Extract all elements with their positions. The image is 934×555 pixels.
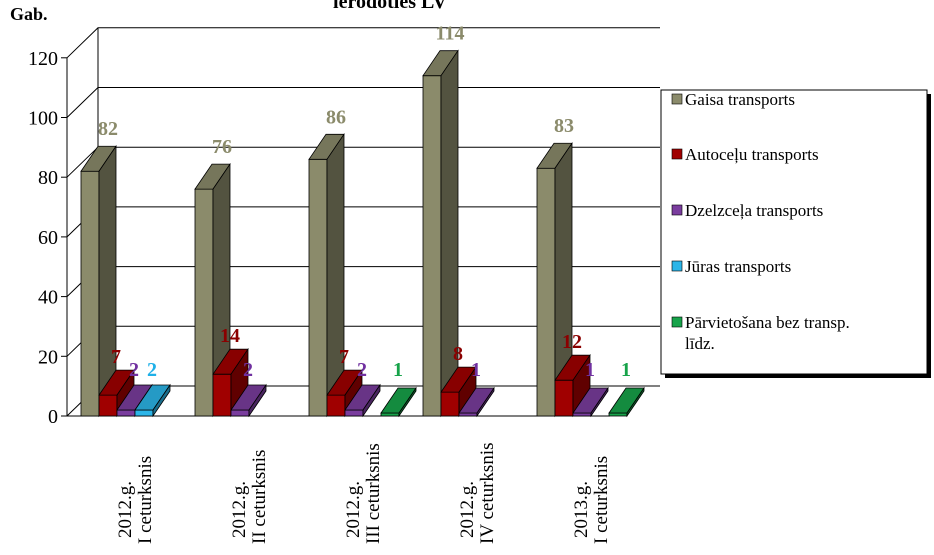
value-label: 1 <box>393 359 403 381</box>
y-tick-label: 100 <box>28 108 58 130</box>
bar <box>194 162 231 418</box>
bar <box>80 144 117 418</box>
value-label: 1 <box>621 359 631 381</box>
chart-title: ierodoties LV <box>333 0 447 13</box>
x-tick-label: 2012.g.III ceturksnis <box>343 443 384 544</box>
gridline <box>66 87 660 118</box>
bar <box>554 353 591 418</box>
x-tick-label: 2012.g.I ceturksnis <box>115 456 156 544</box>
x-tick-label: 2012.g.IV ceturksnis <box>457 443 498 545</box>
value-label: 7 <box>111 346 121 368</box>
value-label: 1 <box>585 359 595 381</box>
legend-swatch <box>671 93 683 105</box>
legend-label: Gaisa transports <box>685 90 795 109</box>
value-label: 114 <box>436 23 465 45</box>
bar <box>230 383 267 418</box>
legend-label: Jūras transports <box>685 257 791 276</box>
value-label: 83 <box>554 115 574 137</box>
y-axis-label: Gab. <box>10 4 48 24</box>
bar <box>422 49 459 418</box>
x-tick-label: 2012.g.II ceturksnis <box>229 450 270 544</box>
value-label: 2 <box>357 359 367 381</box>
legend: Gaisa transports Autoceļu transports Dzelz… <box>660 89 931 378</box>
value-label: 1 <box>471 359 481 381</box>
bar <box>380 386 417 418</box>
legend-swatch <box>671 316 683 328</box>
value-label: 2 <box>243 359 253 381</box>
bar <box>572 386 609 418</box>
gridline <box>66 27 660 59</box>
value-label: 12 <box>562 331 582 353</box>
value-label: 86 <box>326 106 346 128</box>
y-tick-label: 40 <box>38 287 58 309</box>
bar <box>326 368 363 418</box>
bar <box>344 383 381 418</box>
axes: 0 20 40 60 80 100 120 <box>28 27 610 428</box>
value-label: 76 <box>212 136 232 158</box>
x-tick-labels: 2012.g.I ceturksnis 2012.g.II ceturksnis 2… <box>115 443 612 545</box>
legend-swatch <box>671 148 683 160</box>
bar <box>608 386 645 418</box>
bar <box>134 383 171 418</box>
legend-swatch <box>671 204 683 216</box>
y-tick-label: 20 <box>38 346 58 368</box>
y-tick-label: 0 <box>48 406 58 428</box>
bar <box>458 386 495 418</box>
bar <box>536 141 573 418</box>
value-label: 2 <box>147 359 157 381</box>
bar <box>440 365 477 418</box>
y-tick-label: 120 <box>28 48 58 70</box>
legend-label: Pārvietošana bez transp. līdz. <box>685 313 850 353</box>
value-label: 7 <box>339 346 349 368</box>
x-tick-label: 2013.g.I ceturksnis <box>571 456 612 544</box>
bars <box>80 49 645 418</box>
legend-label: Autoceļu transports <box>685 145 819 164</box>
bar <box>308 132 345 418</box>
value-label: 82 <box>98 118 118 140</box>
value-label: 14 <box>220 325 240 347</box>
y-tick-label: 80 <box>38 167 58 189</box>
legend-box <box>660 89 928 375</box>
y-tick-label: 60 <box>38 227 58 249</box>
legend-swatch <box>671 260 683 272</box>
value-label: 2 <box>129 359 139 381</box>
value-label: 8 <box>453 343 463 365</box>
bar <box>212 347 249 418</box>
legend-label: Dzelzceļa transports <box>685 201 823 220</box>
